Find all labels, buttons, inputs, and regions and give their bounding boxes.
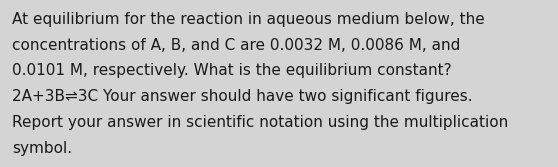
Text: 0.0101 M, respectively. What is the equilibrium constant?: 0.0101 M, respectively. What is the equi… (12, 63, 452, 78)
Text: symbol.: symbol. (12, 141, 73, 156)
Text: At equilibrium for the reaction in aqueous medium below, the: At equilibrium for the reaction in aqueo… (12, 12, 485, 27)
Text: 2A+3B⇌3C Your answer should have two significant figures.: 2A+3B⇌3C Your answer should have two sig… (12, 89, 473, 104)
Text: Report your answer in scientific notation using the multiplication: Report your answer in scientific notatio… (12, 115, 508, 130)
Text: concentrations of A, B, and C are 0.0032 M, 0.0086 M, and: concentrations of A, B, and C are 0.0032… (12, 38, 461, 53)
